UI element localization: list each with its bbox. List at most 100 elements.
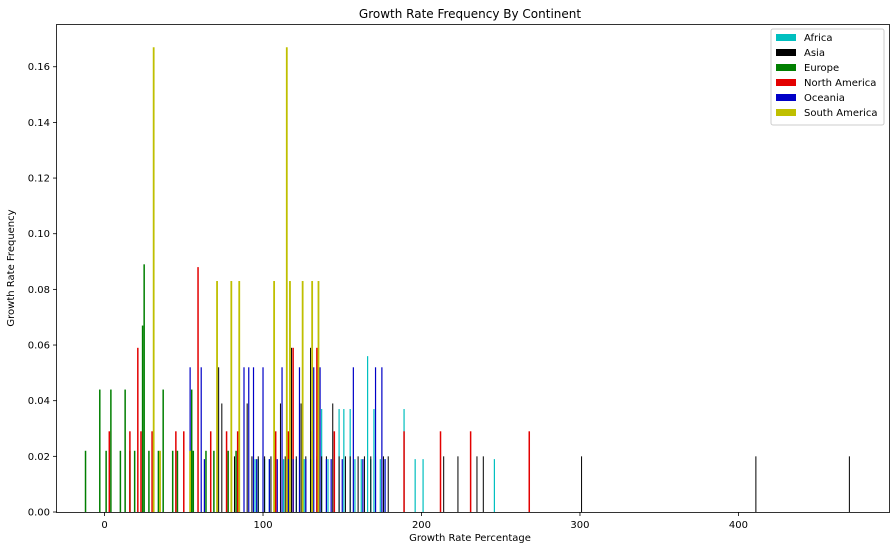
bar-oceania-18 bbox=[330, 459, 332, 512]
bar-oceania-6 bbox=[256, 459, 258, 512]
bar-asia-26 bbox=[370, 456, 372, 512]
bar-south-america-2 bbox=[189, 450, 192, 512]
bar-south-america-11 bbox=[317, 281, 320, 512]
y-tick-label: 0.00 bbox=[28, 508, 50, 519]
legend: Africa Asia Europe North America Oceania Sout… bbox=[770, 28, 885, 126]
bar-africa-17 bbox=[354, 459, 356, 512]
legend-label: Asia bbox=[804, 48, 825, 59]
bar-europe-13 bbox=[171, 450, 174, 512]
bar-oceania-16 bbox=[319, 367, 321, 512]
bar-europe-0 bbox=[84, 450, 87, 512]
bar-africa-22 bbox=[379, 459, 381, 512]
bar-asia-25 bbox=[363, 456, 365, 512]
bar-north-america-13 bbox=[292, 347, 294, 512]
ticks-layer: 0 100 200 300 400 0.00 0.02 0.04 0.06 0.08 0.10 0.1… bbox=[28, 62, 748, 531]
bar-africa-19 bbox=[367, 356, 369, 512]
bar-asia-34 bbox=[581, 456, 583, 512]
bar-asia-16 bbox=[310, 347, 312, 512]
bar-europe-17 bbox=[205, 450, 207, 512]
bar-europe-11 bbox=[157, 450, 160, 512]
bar-north-america-11 bbox=[274, 431, 277, 512]
bar-asia-33 bbox=[482, 456, 484, 512]
bar-asia-8 bbox=[270, 456, 272, 512]
bar-south-america-0 bbox=[152, 47, 155, 512]
bar-europe-9 bbox=[143, 264, 145, 512]
legend-label: South America bbox=[804, 108, 878, 119]
bar-south-america-6 bbox=[273, 281, 276, 512]
bar-south-america-9 bbox=[301, 281, 304, 512]
y-tick-label: 0.16 bbox=[28, 62, 50, 73]
bar-europe-14 bbox=[176, 450, 179, 512]
bar-oceania-20 bbox=[352, 367, 354, 512]
bar-asia-32 bbox=[476, 456, 478, 512]
x-tick-label: 100 bbox=[253, 520, 272, 531]
bar-africa-5 bbox=[283, 459, 285, 512]
bar-europe-5 bbox=[124, 389, 126, 512]
bar-north-america-3 bbox=[140, 431, 142, 512]
y-tick-label: 0.02 bbox=[28, 452, 50, 463]
bar-oceania-15 bbox=[313, 367, 315, 512]
bar-africa-21 bbox=[373, 409, 375, 512]
bar-oceania-21 bbox=[362, 459, 364, 512]
bar-oceania-1 bbox=[200, 367, 202, 512]
bar-asia-23 bbox=[349, 456, 351, 512]
bar-asia-11 bbox=[284, 456, 286, 512]
bar-north-america-1 bbox=[129, 431, 131, 512]
y-tick-label: 0.04 bbox=[28, 396, 50, 407]
bar-africa-0 bbox=[254, 459, 256, 512]
bar-oceania-12 bbox=[292, 459, 294, 512]
bar-africa-8 bbox=[303, 459, 305, 512]
bar-asia-14 bbox=[300, 403, 302, 512]
bar-oceania-10 bbox=[281, 367, 283, 512]
bar-oceania-13 bbox=[298, 367, 301, 512]
legend-label: Africa bbox=[804, 33, 833, 44]
x-tick-label: 0 bbox=[101, 520, 107, 531]
bar-africa-12 bbox=[327, 459, 329, 512]
bar-oceania-3 bbox=[243, 367, 245, 512]
legend-box bbox=[770, 28, 885, 126]
x-tick-label: 200 bbox=[412, 520, 431, 531]
legend-label: Oceania bbox=[804, 93, 845, 104]
legend-swatch-south-america bbox=[776, 109, 796, 116]
bar-asia-10 bbox=[279, 403, 281, 512]
bar-asia-13 bbox=[295, 456, 297, 512]
bar-north-america-4 bbox=[151, 431, 153, 512]
legend-label: Europe bbox=[804, 63, 839, 74]
bar-south-america-8 bbox=[289, 281, 291, 512]
bar-africa-15 bbox=[343, 409, 345, 512]
bar-europe-4 bbox=[119, 450, 122, 512]
bar-asia-4 bbox=[246, 403, 248, 512]
bar-europe-21 bbox=[235, 450, 237, 512]
legend-swatch-europe bbox=[776, 64, 796, 71]
bar-asia-28 bbox=[382, 456, 384, 512]
bars-layer bbox=[84, 47, 850, 512]
bar-north-america-9 bbox=[225, 431, 228, 512]
bar-africa-25 bbox=[414, 459, 416, 512]
plot-frame bbox=[56, 24, 890, 513]
bar-oceania-9 bbox=[276, 459, 278, 512]
bar-asia-31 bbox=[457, 456, 459, 512]
bar-asia-20 bbox=[332, 403, 334, 512]
bar-oceania-19 bbox=[341, 459, 343, 512]
bar-north-america-2 bbox=[137, 347, 139, 512]
y-tick-label: 0.10 bbox=[28, 229, 50, 240]
bar-africa-18 bbox=[360, 459, 362, 512]
y-tick-label: 0.08 bbox=[28, 285, 50, 296]
bar-asia-12 bbox=[291, 347, 293, 512]
bar-asia-24 bbox=[357, 456, 359, 512]
bar-europe-16 bbox=[192, 450, 195, 512]
bar-oceania-8 bbox=[268, 459, 270, 512]
bar-asia-30 bbox=[443, 456, 445, 512]
bar-asia-36 bbox=[848, 456, 850, 512]
bar-north-america-8 bbox=[209, 431, 212, 512]
bar-south-america-10 bbox=[311, 281, 314, 512]
bar-north-america-10 bbox=[236, 431, 239, 512]
bar-europe-15 bbox=[190, 389, 193, 512]
bar-asia-6 bbox=[257, 456, 259, 512]
y-tick-label: 0.06 bbox=[28, 341, 50, 352]
bar-oceania-23 bbox=[381, 367, 383, 512]
bar-oceania-5 bbox=[252, 367, 255, 512]
legend-swatch-oceania bbox=[776, 94, 796, 101]
bar-europe-10 bbox=[148, 450, 150, 512]
